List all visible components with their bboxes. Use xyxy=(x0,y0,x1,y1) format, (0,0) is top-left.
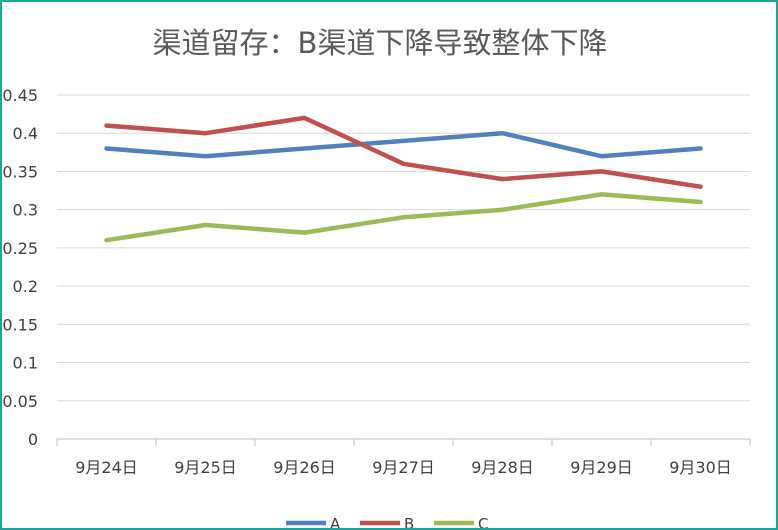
y-tick-label: 0.35 xyxy=(2,162,38,181)
y-tick-label: 0.05 xyxy=(2,392,38,411)
x-tick-label: 9月30日 xyxy=(669,458,732,477)
x-tick-label: 9月29日 xyxy=(570,458,633,477)
y-tick-label: 0.2 xyxy=(13,277,38,296)
y-tick-label: 0.15 xyxy=(2,315,38,334)
x-axis-ticks: 9月24日 9月25日 9月26日 9月27日 9月28日 9月29日 9月30日 xyxy=(75,458,732,477)
series-line-C xyxy=(104,192,703,243)
y-tick-label: 0.25 xyxy=(2,239,38,258)
x-tick-label: 9月27日 xyxy=(372,458,435,477)
legend-label-B: B xyxy=(404,515,414,528)
legend-label-A: A xyxy=(330,515,341,528)
legend-label-C: C xyxy=(478,515,488,528)
series-line-B xyxy=(104,115,703,189)
series-line-A xyxy=(104,130,703,159)
y-tick-label: 0.3 xyxy=(13,201,38,220)
series-lines xyxy=(104,115,703,243)
y-tick-label: 0.4 xyxy=(13,124,38,143)
y-tick-label: 0.1 xyxy=(13,354,38,373)
y-tick-label: 0.45 xyxy=(2,86,38,105)
gridlines xyxy=(56,94,751,446)
legend: A B C xyxy=(286,515,488,528)
y-axis-ticks: 0 0.05 0.1 0.15 0.2 0.25 0.3 0.35 0.4 0.45 xyxy=(2,86,38,449)
y-tick-label: 0 xyxy=(28,430,38,449)
x-tick-label: 9月24日 xyxy=(75,458,138,477)
x-tick-label: 9月26日 xyxy=(273,458,336,477)
x-tick-label: 9月25日 xyxy=(174,458,237,477)
chart-title: 渠道留存：B渠道下降导致整体下降 xyxy=(153,26,608,60)
x-tick-label: 9月28日 xyxy=(471,458,534,477)
